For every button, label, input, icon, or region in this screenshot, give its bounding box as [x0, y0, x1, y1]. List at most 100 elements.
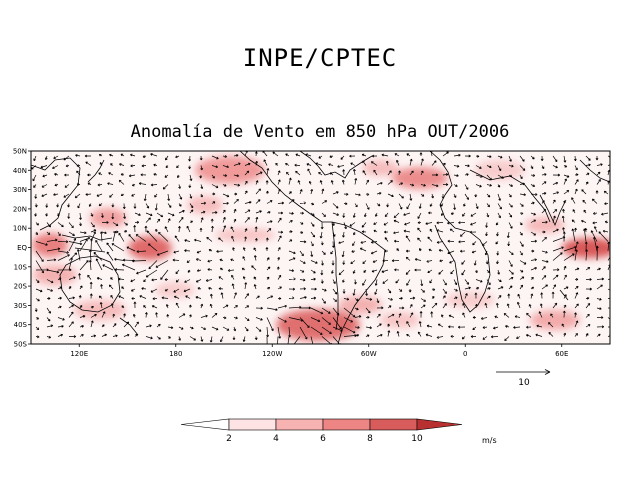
wind-arrow: [475, 269, 478, 274]
wind-arrow: [552, 215, 556, 223]
wind-arrow: [123, 313, 126, 318]
wind-arrow: [196, 250, 202, 254]
wind-arrow: [530, 165, 534, 170]
wind-arrow: [310, 222, 315, 227]
wind-arrow: [574, 173, 579, 177]
wind-arrow: [211, 312, 218, 318]
wind-arrow: [233, 208, 237, 214]
wind-arrow: [110, 277, 114, 280]
wind-arrow: [205, 279, 213, 282]
wind-arrow: [561, 323, 565, 328]
wind-arrow: [453, 193, 457, 198]
wind-arrow: [299, 317, 310, 328]
wind-arrow: [361, 230, 367, 234]
wind-arrow: [87, 274, 92, 280]
wind-arrow: [596, 307, 602, 311]
wind-arrow: [98, 153, 103, 157]
wind-arrow: [541, 200, 545, 204]
wind-arrow: [74, 193, 81, 199]
wind-arrow: [582, 199, 587, 204]
wind-arrow: [383, 222, 389, 226]
wind-arrow: [211, 211, 218, 214]
wind-arrow: [222, 201, 229, 205]
wind-arrow: [156, 250, 169, 256]
wind-arrow: [200, 184, 204, 190]
wind-arrow: [277, 336, 279, 344]
lat-tick-label: 40S: [14, 321, 28, 329]
wind-arrow: [88, 249, 92, 261]
wind-arrow: [496, 250, 500, 256]
wind-arrow: [541, 192, 547, 195]
wind-arrow: [387, 330, 391, 337]
wind-arrow: [285, 153, 290, 157]
wind-arrow: [84, 154, 91, 158]
wind-arrow: [551, 291, 555, 299]
wind-arrow: [154, 193, 158, 198]
wind-arrow: [517, 293, 521, 299]
wind-arrow: [420, 298, 427, 302]
wind-arrow: [278, 211, 284, 215]
wind-arrow: [585, 324, 591, 328]
wind-arrow: [431, 296, 435, 299]
wind-arrow: [231, 235, 235, 242]
wind-arrow: [222, 165, 229, 169]
wind-arrow: [244, 162, 251, 166]
wind-arrow: [126, 246, 136, 252]
wind-arrow: [470, 212, 477, 217]
wind-arrow: [552, 165, 558, 169]
wind-arrow: [552, 274, 559, 280]
wind-arrow: [186, 260, 191, 263]
wind-arrow: [68, 222, 74, 229]
wind-arrow: [209, 293, 213, 299]
wind-arrow: [463, 203, 466, 207]
wind-arrow: [164, 278, 169, 282]
wind-arrow: [376, 306, 384, 310]
lat-tick-label: 30N: [13, 186, 27, 194]
wind-arrow: [141, 287, 147, 290]
wind-arrow: [143, 193, 147, 202]
wind-arrow: [310, 241, 314, 247]
wind-arrow: [178, 203, 182, 207]
wind-arrow: [186, 225, 191, 233]
wind-arrow: [244, 170, 250, 176]
wind-arrow: [266, 307, 278, 312]
wind-arrow: [464, 286, 471, 290]
wind-arrow: [508, 285, 513, 290]
wind-arrow: [46, 279, 54, 284]
wind-arrow: [288, 250, 296, 255]
wind-arrow: [494, 315, 499, 319]
wind-arrow: [227, 269, 235, 272]
wind-arrow: [130, 153, 136, 157]
wind-arrow: [351, 250, 356, 253]
wind-arrow: [164, 226, 169, 233]
wind-arrow: [145, 212, 153, 217]
wind-arrow: [475, 165, 482, 169]
wind-arrow: [342, 212, 346, 218]
wind-arrow: [507, 293, 511, 299]
wind-arrow: [161, 296, 169, 300]
legend-label: 4: [273, 434, 279, 444]
wind-arrow: [601, 212, 609, 216]
wind-arrow: [299, 326, 308, 340]
wind-arrow: [35, 335, 40, 339]
wind-arrow: [354, 279, 357, 285]
wind-arrow: [552, 173, 561, 177]
lon-axis: 120E 180 120W 60W 0 60E: [70, 344, 568, 358]
wind-arrow: [253, 284, 257, 290]
wind-arrow: [114, 257, 125, 261]
wind-arrow: [596, 284, 603, 290]
wind-arrow: [266, 276, 270, 280]
wind-arrow: [425, 222, 433, 225]
wind-arrow: [607, 256, 610, 261]
wind-arrow: [152, 297, 158, 301]
wind-arrow: [277, 247, 281, 252]
wind-arrow: [131, 193, 136, 197]
wind-arrow: [138, 182, 147, 185]
wind-arrow: [195, 279, 202, 283]
wind-arrow: [572, 209, 576, 214]
wind-arrow: [497, 193, 502, 201]
wind-arrow: [195, 258, 202, 261]
wind-arrow: [604, 202, 609, 206]
wind-arrow: [519, 250, 523, 256]
wind-arrow: [387, 323, 390, 328]
